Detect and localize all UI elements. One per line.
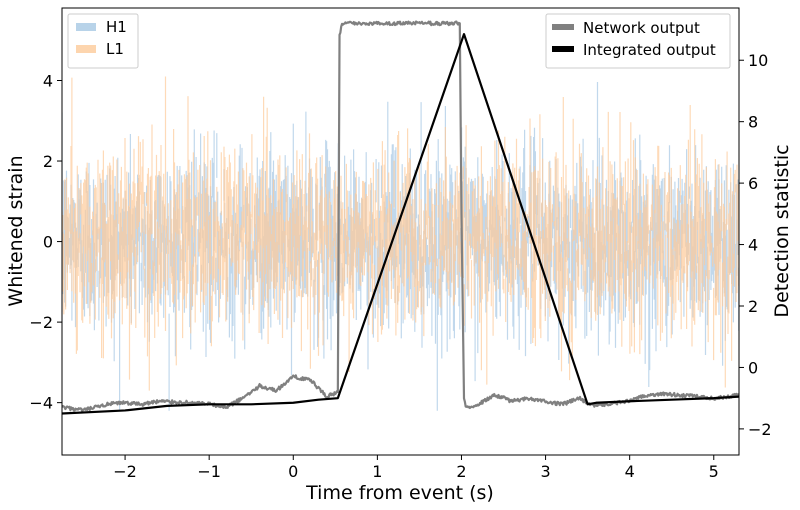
- x-tick-label: 1: [372, 462, 382, 481]
- y-tick-label-right: 6: [748, 174, 758, 193]
- legend-label-l1: L1: [106, 40, 124, 58]
- strain-trace-l1: [62, 76, 739, 391]
- y-tick-label-right: 4: [748, 236, 758, 255]
- series-line-network-output: [62, 20, 739, 413]
- legend-swatch-integrated-output: [552, 46, 574, 52]
- y-tick-label-left: 0: [43, 233, 53, 252]
- legend-right-frame: [545, 13, 731, 69]
- legend-swatch-network-output: [552, 24, 574, 30]
- series-line-integrated-output: [62, 33, 739, 415]
- y-axis-label-right: Detection statistic: [771, 144, 793, 317]
- legend-label-integrated-output: Integrated output: [583, 41, 716, 59]
- legend-swatch-h1: [76, 23, 96, 31]
- y-tick-label-right: 2: [748, 297, 758, 316]
- y-tick-label-left: −4: [29, 394, 53, 413]
- y-axis-right: −2 0 2 4 6 8 10: [739, 51, 772, 439]
- legend-label-network-output: Network output: [583, 19, 700, 37]
- y-tick-label-right: −2: [748, 420, 772, 439]
- x-tick-label: −2: [113, 462, 137, 481]
- x-axis: −2 −1 0 1 2 3 4 5: [113, 455, 719, 481]
- y-tick-label-left: 2: [43, 152, 53, 171]
- legend-swatch-l1: [76, 45, 96, 53]
- x-tick-label: −1: [197, 462, 221, 481]
- x-tick-label: 2: [456, 462, 466, 481]
- y-tick-label-left: 4: [43, 71, 53, 90]
- legend-left-frame: [67, 13, 139, 69]
- y-tick-label-left: −2: [29, 313, 53, 332]
- y-tick-label-right: 10: [748, 51, 768, 70]
- x-tick-label: 3: [540, 462, 550, 481]
- plot-frame: [61, 7, 740, 456]
- y-axis-label-left: Whitened strain: [5, 155, 27, 306]
- legend-right: Network output Integrated output: [545, 13, 731, 69]
- x-tick-label: 4: [625, 462, 635, 481]
- y-tick-label-right: 8: [748, 113, 758, 132]
- x-axis-label: Time from event (s): [305, 482, 494, 504]
- y-axis-left: −4 −2 0 2 4: [29, 71, 62, 413]
- y-tick-label-right: 0: [748, 358, 758, 377]
- x-tick-label: 0: [288, 462, 298, 481]
- legend-left: H1 L1: [67, 13, 139, 69]
- x-tick-label: 5: [709, 462, 719, 481]
- plot-area: [62, 20, 739, 415]
- legend-label-h1: H1: [106, 18, 127, 36]
